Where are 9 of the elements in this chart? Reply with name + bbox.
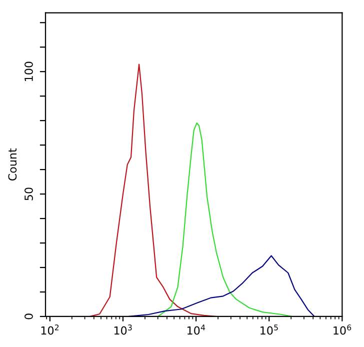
y-tick-label: 50: [24, 188, 33, 200]
x-tick-label: 10$^{4}$: [187, 324, 206, 335]
y-axis-title: Count: [8, 148, 17, 181]
x-tick-label: 10$^{5}$: [260, 324, 278, 335]
x-tick-label: 10$^{2}$: [41, 324, 59, 335]
x-tick-label: 10$^{6}$: [334, 324, 352, 335]
y-tick-label: 100: [24, 62, 33, 81]
y-tick-label: 0: [24, 314, 33, 320]
x-tick-label: 10$^{3}$: [114, 324, 132, 335]
